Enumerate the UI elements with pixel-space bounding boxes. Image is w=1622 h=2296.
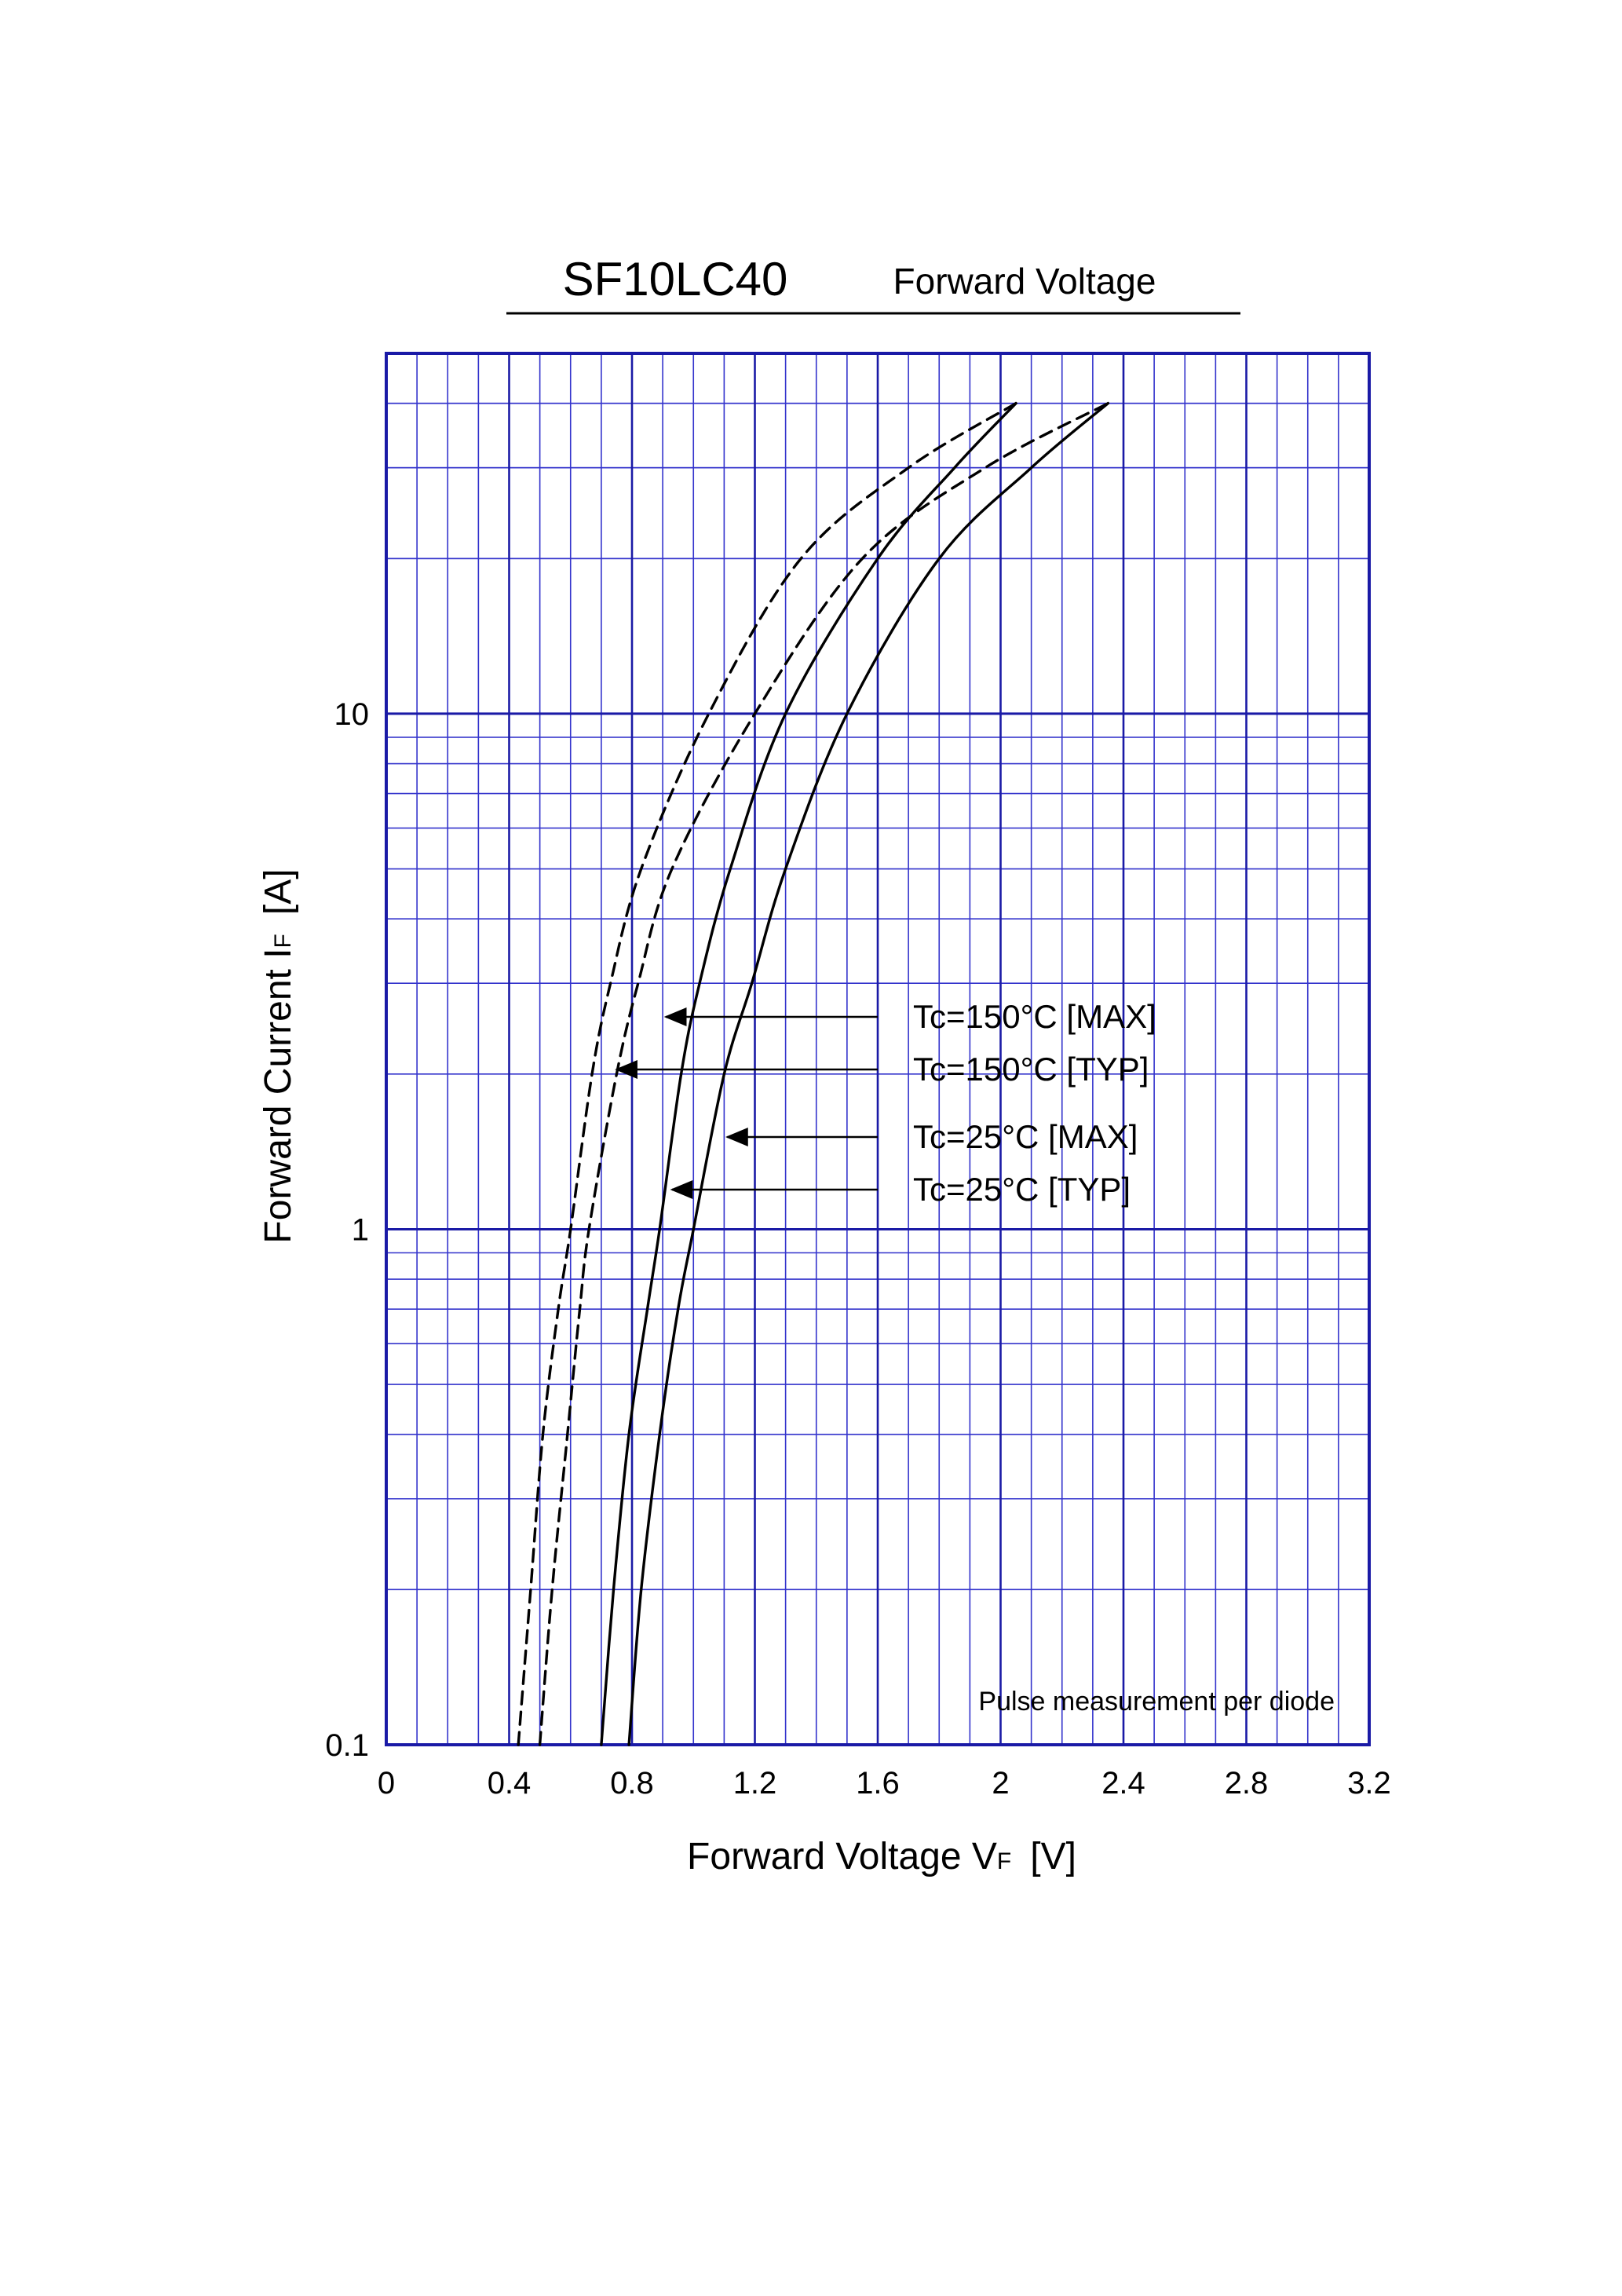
chart-subtitle: Forward Voltage — [893, 261, 1156, 302]
series-line-3 — [627, 401, 1110, 1746]
x-tick-label: 1.2 — [733, 1766, 777, 1801]
chart-title: SF10LC40 — [563, 253, 788, 305]
pulse-annotation: Pulse measurement per diode — [978, 1687, 1335, 1717]
x-tick-label: 2.4 — [1101, 1766, 1145, 1801]
y-axis-label-unit: [A] — [258, 868, 299, 915]
x-tick-label: 1.6 — [856, 1766, 900, 1801]
grid-minor — [386, 353, 1369, 1745]
x-tick-label: 0.4 — [488, 1766, 532, 1801]
series-line-1 — [538, 401, 1110, 1746]
x-tick-label: 0.8 — [610, 1766, 654, 1801]
y-axis-label-main: Forward Current I — [258, 948, 299, 1243]
y-tick-label: 0.1 — [325, 1728, 369, 1763]
y-axis-label-sub: F — [270, 934, 296, 948]
y-axis-label: Forward Current IF [A] — [258, 868, 299, 1243]
x-axis-label-unit: [V] — [1030, 1836, 1076, 1877]
y-tick-labels: 0.1 1 10 — [325, 697, 369, 1763]
legend-label: Tc=25°C [MAX] — [913, 1118, 1138, 1155]
x-tick-label: 2 — [992, 1766, 1009, 1801]
legend-label: Tc=150°C [MAX] — [913, 998, 1156, 1035]
x-axis-label: Forward Voltage VF [V] — [687, 1836, 1076, 1877]
series-curves — [517, 401, 1110, 1746]
legend-label: Tc=25°C [TYP] — [913, 1171, 1131, 1208]
x-tick-label: 0 — [378, 1766, 395, 1801]
x-tick-labels: 0 0.4 0.8 1.2 1.6 2 2.4 2.8 3.2 — [378, 1766, 1391, 1801]
y-tick-label: 10 — [334, 697, 370, 732]
series-line-4 — [600, 401, 1017, 1746]
y-tick-label: 1 — [352, 1212, 369, 1247]
legend-label: Tc=150°C [TYP] — [913, 1051, 1149, 1088]
x-axis-label-main: Forward Voltage V — [687, 1836, 997, 1877]
x-axis-label-sub: F — [997, 1848, 1011, 1874]
series-line-2 — [517, 401, 1017, 1746]
x-tick-label: 3.2 — [1347, 1766, 1391, 1801]
x-tick-label: 2.8 — [1225, 1766, 1269, 1801]
legend: Tc=150°C [MAX] Tc=150°C [TYP] Tc=25°C [MAX… — [615, 998, 1156, 1208]
plot-frame — [385, 352, 1371, 1746]
